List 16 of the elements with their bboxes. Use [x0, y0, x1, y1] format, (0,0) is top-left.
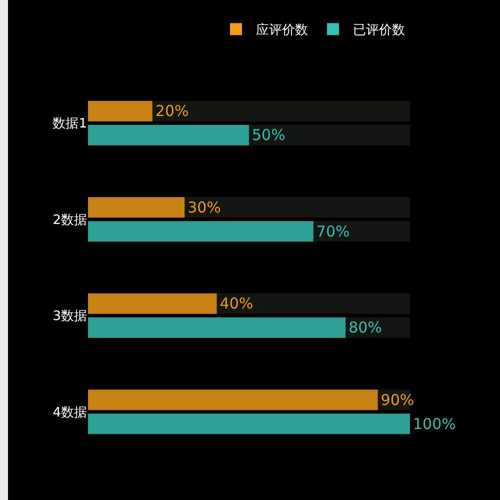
bar [88, 100, 152, 122]
data-label: 100% [413, 414, 456, 433]
data-label: 70% [316, 222, 350, 240]
y-tick-label: 数据1 [52, 116, 87, 132]
bar [88, 197, 185, 218]
data-label: 50% [252, 126, 286, 144]
legend-label: 已评价数 [353, 23, 405, 38]
y-tick-label: 4数据 [52, 405, 87, 420]
y-tick-label: 2数据 [52, 212, 87, 228]
data-label: 40% [220, 294, 254, 313]
legend-label: 应评价数 [256, 22, 308, 38]
data-label: 20% [155, 102, 189, 120]
data-label: 80% [348, 318, 382, 337]
data-label: 90% [380, 390, 414, 409]
data-label: 30% [188, 198, 221, 216]
y-tick-label: 3数据 [52, 309, 87, 324]
